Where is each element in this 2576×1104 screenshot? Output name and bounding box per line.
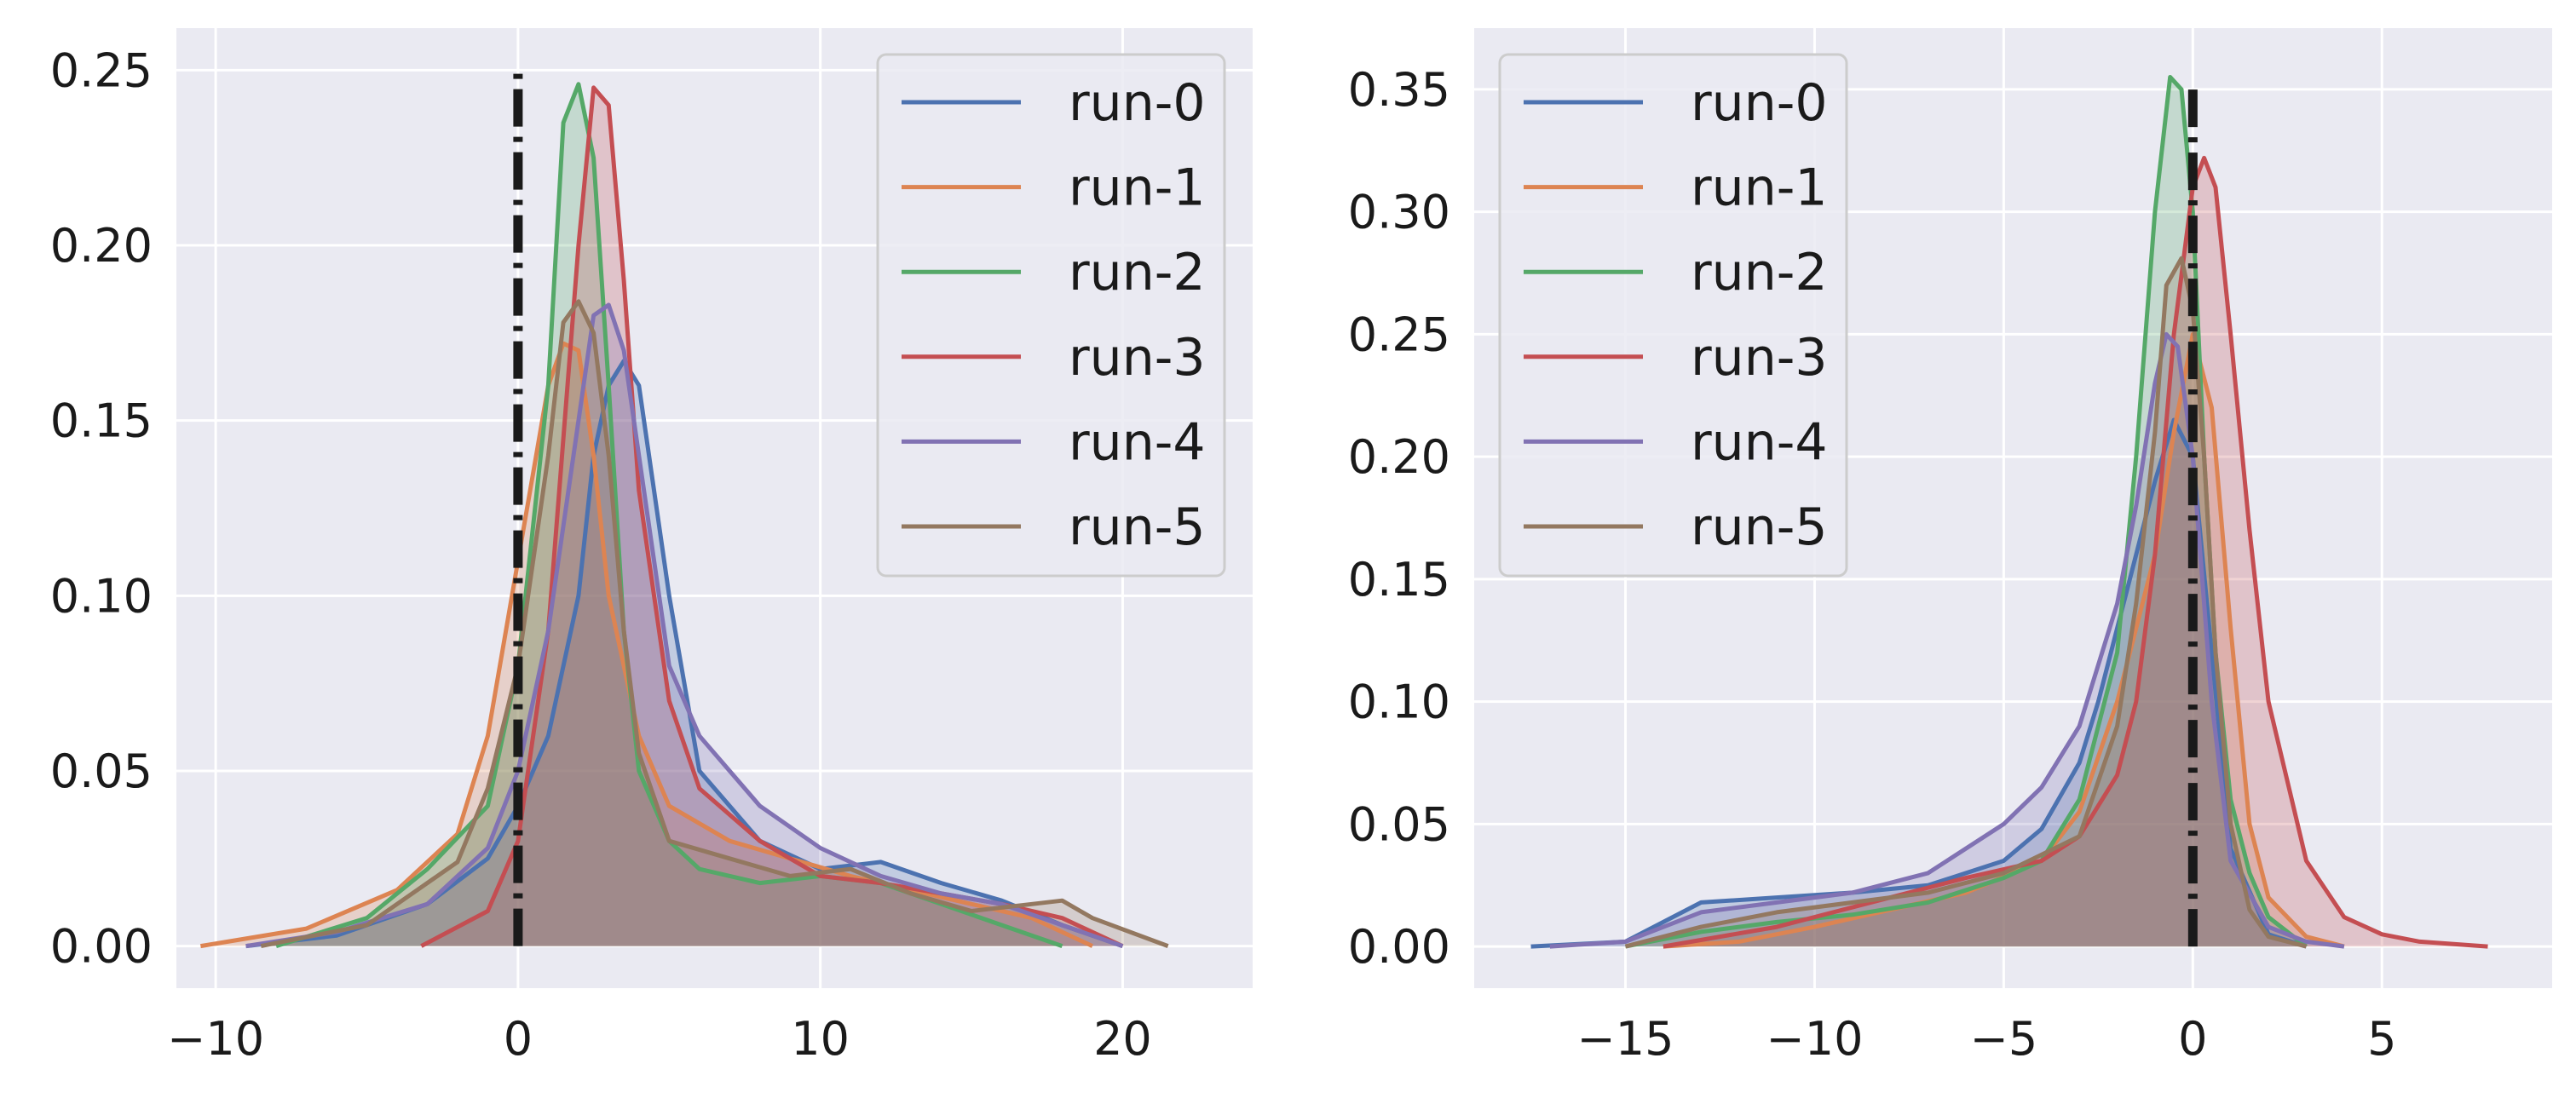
series-area-run-1 — [1663, 334, 2344, 947]
x-tick-label: −5 — [1970, 1012, 2038, 1066]
y-tick-label: 0.35 — [1348, 63, 1450, 117]
x-tick-label: 0 — [504, 1012, 533, 1066]
y-tick-label: 0.20 — [50, 219, 153, 273]
series-area-run-0 — [245, 360, 1123, 946]
legend: run-0 run-1 run-2 run-3 run-4 run-5 — [1498, 53, 1848, 578]
x-tick-label: −15 — [1577, 1012, 1674, 1066]
legend: run-0 run-1 run-2 run-3 run-4 run-5 — [876, 53, 1226, 578]
legend-label: run-4 — [1069, 412, 1206, 472]
y-tick-label: 0.10 — [1348, 676, 1450, 729]
x-tick-label: 20 — [1093, 1012, 1152, 1066]
legend-label: run-4 — [1691, 412, 1828, 472]
series-line-run-4 — [245, 302, 1124, 949]
legend-label: run-5 — [1069, 497, 1206, 557]
legend-label: run-3 — [1691, 328, 1828, 388]
series-area-run-4 — [245, 304, 1123, 946]
x-tick-label: 5 — [2367, 1012, 2396, 1066]
x-tick-label: 0 — [2178, 1012, 2207, 1066]
series-area-run-0 — [1530, 420, 2307, 947]
left-plot-panel: −10 0 10 200.000.050.100.150.200.25run-0run… — [50, 28, 1253, 1066]
legend-label: run-2 — [1069, 243, 1206, 302]
series-area-run-5 — [1625, 258, 2307, 947]
series-line-run-5 — [1624, 256, 2308, 949]
legend-label: run-1 — [1691, 158, 1828, 218]
x-tick-label: −10 — [1766, 1012, 1863, 1066]
y-tick-label: 0.25 — [50, 43, 153, 97]
y-tick-label: 0.00 — [50, 920, 153, 974]
series-area-run-3 — [421, 87, 1123, 946]
right-plot-panel: −15 −10 −5 0 5 0.00 0.05 0.10 0.15 0.20 0.25 0.30 0.… — [1348, 28, 2552, 1066]
x-tick-label: 10 — [791, 1012, 850, 1066]
legend-box — [876, 53, 1226, 578]
y-tick-label: 0.30 — [1348, 186, 1450, 239]
y-tick-label: 0.05 — [50, 745, 153, 798]
legend-label: run-0 — [1069, 73, 1206, 133]
y-tick-label: 0.10 — [50, 569, 153, 623]
series-area-run-2 — [1625, 77, 2307, 947]
x-tick-label: −10 — [167, 1012, 264, 1066]
y-tick-label: 0.15 — [1348, 553, 1450, 607]
series-area-run-4 — [1549, 334, 2344, 947]
series-line-run-4 — [1549, 331, 2345, 949]
legend-label: run-5 — [1691, 497, 1828, 557]
y-tick-label: 0.15 — [50, 394, 153, 448]
series-line-run-5 — [260, 299, 1169, 949]
y-tick-label: 0.25 — [1348, 308, 1450, 361]
series-line-run-0 — [1530, 417, 2308, 949]
y-tick-label: 0.00 — [1348, 920, 1450, 974]
legend-label: run-1 — [1069, 158, 1206, 218]
legend-label: run-0 — [1691, 73, 1828, 133]
y-tick-label: 0.05 — [1348, 797, 1450, 851]
legend-label: run-2 — [1691, 243, 1828, 302]
series-area-run-1 — [200, 343, 1092, 946]
legend-box — [1498, 53, 1848, 578]
legend-label: run-3 — [1069, 328, 1206, 388]
y-tick-label: 0.20 — [1348, 430, 1450, 484]
